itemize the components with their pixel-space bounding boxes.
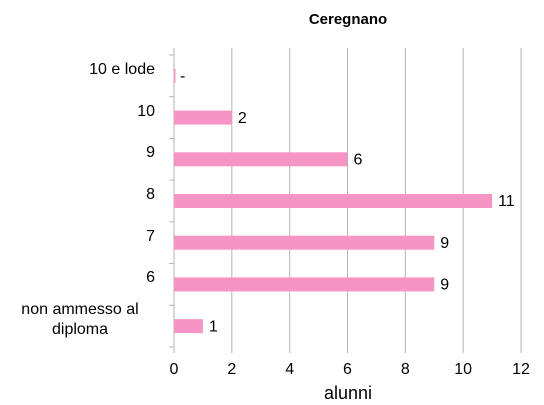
- value-label: 1: [209, 318, 218, 335]
- x-tick-label: 0: [170, 361, 179, 378]
- bar: [174, 235, 435, 250]
- y-tick-label: 10 e lode: [89, 60, 155, 78]
- bar: [174, 319, 203, 334]
- x-tick-label: 4: [285, 361, 294, 378]
- bar: [174, 110, 232, 125]
- x-tick-label: 12: [512, 361, 530, 378]
- y-tick-label: 10: [137, 102, 155, 120]
- bar: [174, 277, 435, 292]
- y-tick-label: 7: [146, 227, 155, 245]
- value-label: 2: [238, 110, 247, 127]
- bar: [174, 194, 493, 208]
- bar: [174, 152, 348, 167]
- chart-title: Ceregnano: [309, 11, 387, 28]
- value-label: 6: [354, 152, 363, 169]
- bar: [174, 68, 176, 83]
- x-tick-label: 6: [343, 361, 352, 378]
- y-tick-label: 8: [146, 186, 155, 203]
- x-tick-label: 8: [401, 361, 410, 378]
- y-tick-label: 6: [146, 269, 155, 287]
- x-axis-label: alunni: [324, 383, 372, 403]
- value-label: 9: [440, 277, 449, 294]
- value-label: 9: [440, 235, 449, 252]
- value-label: 11: [498, 193, 515, 210]
- y-tick-label: 9: [146, 144, 155, 162]
- x-tick-label: 2: [227, 361, 236, 378]
- value-label: -: [180, 68, 185, 85]
- y-tick-label: non ammesso al diploma: [21, 301, 139, 339]
- x-tick-label: 10: [454, 361, 472, 378]
